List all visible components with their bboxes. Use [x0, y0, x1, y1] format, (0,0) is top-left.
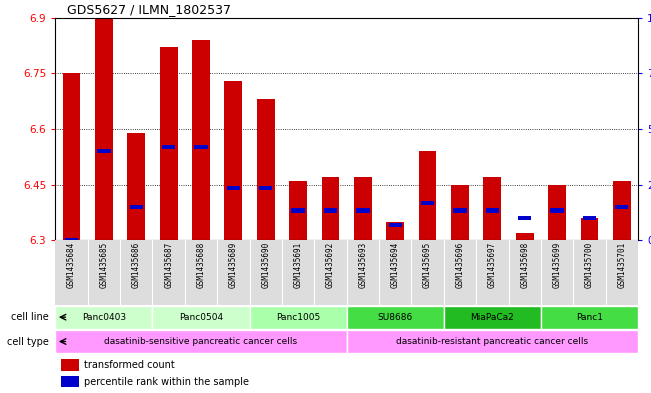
Text: GSM1435698: GSM1435698: [520, 242, 529, 288]
Bar: [192, 40, 210, 240]
Text: Panc0504: Panc0504: [179, 313, 223, 321]
Bar: [453, 208, 467, 213]
Bar: [225, 81, 242, 240]
Bar: [421, 201, 434, 205]
Bar: [128, 132, 145, 240]
Bar: [289, 181, 307, 240]
Bar: [346, 330, 638, 353]
Text: GSM1435692: GSM1435692: [326, 242, 335, 288]
Text: GSM1435701: GSM1435701: [617, 242, 626, 288]
Bar: [613, 181, 631, 240]
Text: GSM1435693: GSM1435693: [358, 242, 367, 288]
Bar: [95, 18, 113, 240]
Bar: [386, 222, 404, 240]
Text: GSM1435684: GSM1435684: [67, 242, 76, 288]
Text: Panc1005: Panc1005: [276, 313, 320, 321]
Bar: [541, 306, 638, 329]
Text: GSM1435699: GSM1435699: [553, 242, 562, 288]
Bar: [518, 216, 531, 220]
Text: transformed count: transformed count: [85, 360, 175, 370]
Text: GSM1435687: GSM1435687: [164, 242, 173, 288]
Bar: [97, 149, 111, 153]
Bar: [356, 208, 370, 213]
Text: GSM1435685: GSM1435685: [100, 242, 108, 288]
Bar: [292, 208, 305, 213]
Text: GSM1435700: GSM1435700: [585, 242, 594, 288]
Bar: [257, 99, 275, 240]
Text: GSM1435686: GSM1435686: [132, 242, 141, 288]
Bar: [227, 186, 240, 190]
Bar: [354, 177, 372, 240]
Bar: [162, 145, 175, 149]
Bar: [61, 359, 79, 371]
Text: percentile rank within the sample: percentile rank within the sample: [85, 376, 249, 387]
Bar: [484, 177, 501, 240]
Text: GSM1435691: GSM1435691: [294, 242, 303, 288]
Text: MiaPaCa2: MiaPaCa2: [471, 313, 514, 321]
Bar: [583, 216, 596, 220]
Text: GSM1435689: GSM1435689: [229, 242, 238, 288]
Text: GSM1435688: GSM1435688: [197, 242, 206, 288]
Bar: [259, 186, 272, 190]
Text: GSM1435690: GSM1435690: [261, 242, 270, 288]
Bar: [389, 223, 402, 227]
Text: cell type: cell type: [7, 336, 49, 347]
Bar: [130, 205, 143, 209]
Bar: [324, 208, 337, 213]
Bar: [61, 376, 79, 387]
Bar: [451, 185, 469, 240]
Bar: [346, 306, 444, 329]
Text: dasatinib-resistant pancreatic cancer cells: dasatinib-resistant pancreatic cancer ce…: [396, 337, 589, 346]
Bar: [249, 306, 347, 329]
Text: GSM1435697: GSM1435697: [488, 242, 497, 288]
Bar: [55, 306, 152, 329]
Bar: [516, 233, 534, 240]
Text: Panc0403: Panc0403: [82, 313, 126, 321]
Bar: [159, 47, 178, 240]
Text: GSM1435696: GSM1435696: [456, 242, 464, 288]
Bar: [486, 208, 499, 213]
Text: SU8686: SU8686: [378, 313, 413, 321]
Text: Panc1: Panc1: [576, 313, 603, 321]
Bar: [581, 218, 598, 240]
Text: dasatinib-sensitive pancreatic cancer cells: dasatinib-sensitive pancreatic cancer ce…: [104, 337, 298, 346]
Text: GDS5627 / ILMN_1802537: GDS5627 / ILMN_1802537: [67, 4, 231, 17]
Bar: [419, 151, 436, 240]
Bar: [615, 205, 628, 209]
Text: GSM1435695: GSM1435695: [423, 242, 432, 288]
Bar: [550, 208, 564, 213]
Bar: [444, 306, 541, 329]
Bar: [322, 177, 339, 240]
Bar: [152, 306, 249, 329]
Bar: [55, 330, 346, 353]
Bar: [194, 145, 208, 149]
Bar: [62, 73, 81, 240]
Text: cell line: cell line: [11, 312, 49, 322]
Bar: [65, 238, 78, 242]
Text: GSM1435694: GSM1435694: [391, 242, 400, 288]
Bar: [548, 185, 566, 240]
